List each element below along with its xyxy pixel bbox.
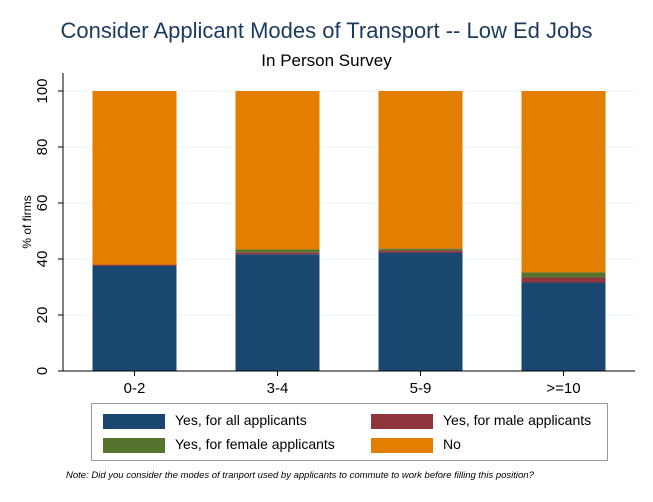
bar-5-9-series-0: [378, 252, 463, 371]
bar-5-9-series-1: [378, 250, 463, 253]
chart-subtitle: In Person Survey: [261, 51, 392, 70]
bar-0-2-series-3: [92, 91, 177, 265]
legend-swatch-no: [371, 438, 433, 453]
legend-swatch-male: [371, 414, 433, 429]
x-tick-label-3: >=10: [546, 380, 580, 397]
bar->=10-series-1: [521, 277, 606, 283]
y-tick-label-100: 100: [34, 78, 51, 103]
x-tick-label-0: 0-2: [124, 380, 146, 397]
bar-3-4-series-2: [235, 249, 320, 253]
y-axis-title: % of firms: [20, 195, 34, 248]
chart-note: Note: Did you consider the modes of tran…: [66, 470, 534, 481]
legend-label-female: Yes, for female applicants: [175, 436, 335, 452]
y-tick-label-40: 40: [34, 251, 51, 268]
bar-3-4-series-3: [235, 91, 320, 250]
legend: Yes, for all applicants Yes, for male ap…: [91, 403, 608, 461]
x-tick-label-1: 3-4: [267, 380, 289, 397]
legend-label-male: Yes, for male applicants: [443, 412, 592, 428]
bar-0-2-series-1: [92, 264, 177, 266]
bar->=10-series-3: [521, 91, 606, 273]
legend-swatch-all: [103, 414, 165, 429]
bar-5-9-series-2: [378, 248, 463, 251]
bar->=10-series-0: [521, 282, 606, 371]
bar->=10-series-2: [521, 272, 606, 278]
legend-swatch-female: [103, 438, 165, 453]
bar-5-9-series-3: [378, 91, 463, 249]
chart-title: Consider Applicant Modes of Transport --…: [60, 18, 593, 43]
x-tick-label-2: 5-9: [410, 380, 432, 397]
bar-3-4-series-1: [235, 252, 320, 255]
y-tick-label-60: 60: [34, 195, 51, 212]
y-tick-label-0: 0: [34, 367, 51, 375]
legend-label-no: No: [443, 436, 461, 452]
y-tick-label-80: 80: [34, 139, 51, 156]
plot-area: 0-2 3-4 5-9 >=10 0 20 40 60 80 100 % of firms: [20, 73, 635, 397]
legend-label-all: Yes, for all applicants: [175, 412, 307, 428]
y-tick-label-20: 20: [34, 307, 51, 324]
bar-0-2-series-0: [92, 266, 177, 371]
bar-3-4-series-0: [235, 254, 320, 371]
